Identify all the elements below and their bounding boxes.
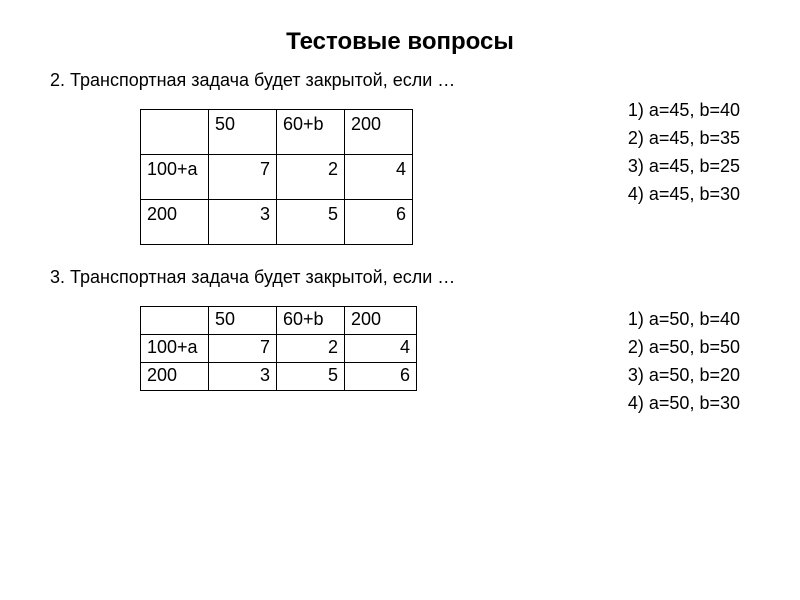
- answer-option: 4) a=50, b=30: [628, 390, 740, 418]
- table-cell: 6: [345, 200, 413, 245]
- answer-option: 4) a=45, b=30: [628, 181, 740, 209]
- question-3-prompt: 3. Транспортная задача будет закрытой, е…: [50, 267, 750, 288]
- table-cell: [141, 307, 209, 335]
- table-cell: 100+a: [141, 335, 209, 363]
- table-cell: 5: [277, 200, 345, 245]
- table-cell: 50: [209, 110, 277, 155]
- question-3-table-wrap: 50 60+b 200 100+a 7 2 4 200 3 5 6: [140, 306, 417, 391]
- table-cell: 200: [141, 200, 209, 245]
- table-cell: 7: [209, 155, 277, 200]
- answer-option: 3) a=50, b=20: [628, 362, 740, 390]
- table-row: 100+a 7 2 4: [141, 155, 413, 200]
- table-row: 100+a 7 2 4: [141, 335, 417, 363]
- table-row: 200 3 5 6: [141, 200, 413, 245]
- table-cell: 200: [141, 363, 209, 391]
- answer-option: 1) a=45, b=40: [628, 97, 740, 125]
- table-cell: 3: [209, 363, 277, 391]
- question-2-answers: 1) a=45, b=40 2) a=45, b=35 3) a=45, b=2…: [628, 97, 740, 209]
- table-cell: 2: [277, 155, 345, 200]
- table-cell: 200: [345, 307, 417, 335]
- question-2-table-wrap: 50 60+b 200 100+a 7 2 4 200 3 5 6: [140, 109, 413, 245]
- table-cell: 4: [345, 335, 417, 363]
- answer-option: 3) a=45, b=25: [628, 153, 740, 181]
- table-row: 200 3 5 6: [141, 363, 417, 391]
- page-title: Тестовые вопросы: [50, 28, 750, 56]
- question-3-row: 50 60+b 200 100+a 7 2 4 200 3 5 6: [50, 306, 750, 418]
- answer-option: 2) a=45, b=35: [628, 125, 740, 153]
- table-cell: 3: [209, 200, 277, 245]
- question-2-table: 50 60+b 200 100+a 7 2 4 200 3 5 6: [140, 109, 413, 245]
- table-cell: 6: [345, 363, 417, 391]
- question-3-table: 50 60+b 200 100+a 7 2 4 200 3 5 6: [140, 306, 417, 391]
- table-cell: 5: [277, 363, 345, 391]
- answer-option: 2) a=50, b=50: [628, 334, 740, 362]
- table-cell: 7: [209, 335, 277, 363]
- question-3-answers: 1) a=50, b=40 2) a=50, b=50 3) a=50, b=2…: [628, 306, 740, 418]
- table-cell: 200: [345, 110, 413, 155]
- table-cell: 4: [345, 155, 413, 200]
- question-2-prompt: 2. Транспортная задача будет закрытой, е…: [50, 70, 750, 91]
- table-row: 50 60+b 200: [141, 307, 417, 335]
- table-cell: 100+a: [141, 155, 209, 200]
- table-cell: 60+b: [277, 110, 345, 155]
- table-cell: 60+b: [277, 307, 345, 335]
- table-cell: 50: [209, 307, 277, 335]
- table-row: 50 60+b 200: [141, 110, 413, 155]
- table-cell: 2: [277, 335, 345, 363]
- table-cell: [141, 110, 209, 155]
- answer-option: 1) a=50, b=40: [628, 306, 740, 334]
- question-2-row: 50 60+b 200 100+a 7 2 4 200 3 5 6: [50, 109, 750, 245]
